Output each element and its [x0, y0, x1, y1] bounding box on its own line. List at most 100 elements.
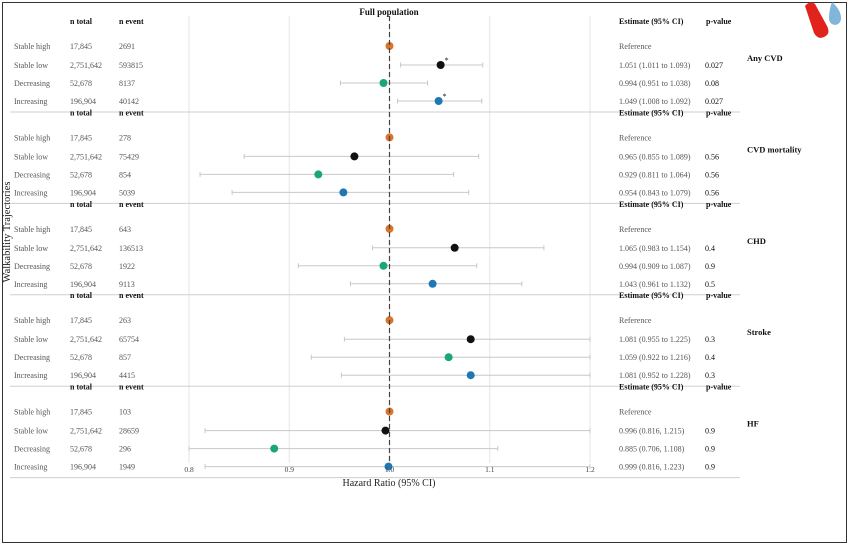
outcome-label: HF [747, 419, 759, 429]
header-n-event: n event [119, 383, 144, 392]
row-group-label: Increasing [14, 371, 47, 380]
outcome-label: CVD mortality [747, 144, 802, 154]
row-group-label: Decreasing [14, 445, 50, 454]
y-axis-label: Walkability Trajectories [2, 182, 13, 283]
row-n-event: 643 [119, 225, 131, 234]
row-n-event: 4415 [119, 371, 135, 380]
row-p-value: 0.56 [705, 188, 719, 197]
row-n-event: 8137 [119, 79, 135, 88]
row-n-event: 1949 [119, 463, 135, 472]
header-p-value: p-value [706, 17, 732, 26]
x-tick-label: 0.9 [285, 465, 295, 474]
header-n-total: n total [70, 291, 93, 300]
row-estimate: 1.081 (0.955 to 1.225) [619, 335, 691, 344]
row-group-label: Stable high [14, 316, 50, 325]
row-group-label: Stable low [14, 335, 48, 344]
x-tick-label: 1.0 [385, 465, 395, 474]
row-p-value: 0.027 [705, 97, 723, 106]
row-estimate: Reference [619, 408, 652, 417]
header-p-value: p-value [706, 383, 732, 392]
row-estimate: Reference [619, 42, 652, 51]
point-estimate [434, 97, 443, 105]
significance-star: * [445, 56, 449, 65]
header-estimate: Estimate (95% CI) [619, 108, 684, 117]
header-p-value: p-value [706, 200, 732, 209]
row-n-event: 593815 [119, 61, 143, 70]
row-estimate: Reference [619, 225, 652, 234]
row-p-value: 0.3 [705, 371, 715, 380]
row-group-label: Decreasing [14, 79, 50, 88]
row-estimate: 1.059 (0.922 to 1.216) [619, 353, 691, 362]
header-estimate: Estimate (95% CI) [619, 17, 684, 26]
row-group-label: Stable high [14, 408, 50, 417]
row-group-label: Decreasing [14, 353, 50, 362]
row-estimate: 0.999 (0.816, 1.223) [619, 463, 685, 472]
row-n-total: 2,751,642 [70, 335, 102, 344]
row-estimate: 0.929 (0.811 to 1.064) [619, 170, 691, 179]
outcome-label: CHD [747, 236, 766, 246]
point-estimate [314, 170, 323, 179]
row-group-label: Stable low [14, 244, 48, 253]
row-n-event: 296 [119, 445, 131, 454]
row-n-total: 17,845 [70, 225, 92, 234]
row-n-total: 2,751,642 [70, 61, 102, 70]
row-p-value: 0.5 [705, 280, 715, 289]
row-n-total: 2,751,642 [70, 152, 102, 161]
row-n-total: 52,678 [70, 79, 92, 88]
header-n-total: n total [70, 383, 93, 392]
row-n-total: 52,678 [70, 445, 92, 454]
point-estimate [450, 243, 459, 252]
row-group-label: Stable high [14, 42, 50, 51]
outcome-label: Any CVD [747, 53, 783, 63]
point-estimate [350, 152, 359, 161]
row-group-label: Increasing [14, 280, 47, 289]
header-n-event: n event [119, 108, 144, 117]
row-group-label: Stable low [14, 61, 48, 70]
significance-star: * [443, 92, 447, 101]
row-n-total: 52,678 [70, 353, 92, 362]
row-n-event: 136513 [119, 244, 143, 253]
header-n-event: n event [119, 291, 144, 300]
journal-logo-icon [805, 2, 841, 38]
row-n-total: 196,904 [70, 280, 96, 289]
point-estimate [379, 261, 388, 270]
chart-title: Full population [359, 7, 418, 17]
row-group-label: Stable high [14, 133, 50, 142]
header-estimate: Estimate (95% CI) [619, 291, 684, 300]
row-n-event: 65754 [119, 335, 139, 344]
row-group-label: Stable high [14, 225, 50, 234]
row-p-value: 0.08 [705, 79, 719, 88]
row-n-event: 1922 [119, 262, 135, 271]
point-estimate [436, 61, 445, 69]
row-p-value: 0.9 [705, 262, 715, 271]
row-p-value: 0.9 [705, 445, 715, 454]
row-n-event: 103 [119, 408, 131, 417]
point-estimate [385, 42, 394, 50]
row-group-label: Decreasing [14, 262, 50, 271]
header-n-total: n total [70, 17, 93, 26]
row-n-event: 75429 [119, 152, 139, 161]
header-estimate: Estimate (95% CI) [619, 200, 684, 209]
row-estimate: 0.994 (0.951 to 1.038) [619, 79, 691, 88]
row-n-total: 17,845 [70, 316, 92, 325]
outcome-label: Stroke [747, 327, 771, 337]
header-n-event: n event [119, 17, 144, 26]
point-estimate [444, 353, 453, 362]
row-estimate: 0.885 (0.706, 1.108) [619, 445, 685, 454]
row-n-event: 5039 [119, 188, 135, 197]
row-n-total: 196,904 [70, 463, 96, 472]
point-estimate [270, 444, 279, 453]
row-estimate: Reference [619, 316, 652, 325]
row-estimate: 0.994 (0.909 to 1.087) [619, 262, 691, 271]
row-n-total: 196,904 [70, 188, 96, 197]
x-axis-label: Hazard Ratio (95% CI) [342, 478, 435, 489]
header-n-event: n event [119, 200, 144, 209]
point-estimate [339, 188, 348, 197]
row-group-label: Decreasing [14, 170, 50, 179]
header-p-value: p-value [706, 108, 732, 117]
row-estimate: 1.081 (0.952 to 1.228) [619, 371, 691, 380]
row-n-event: 2691 [119, 42, 135, 51]
row-estimate: 1.049 (1.008 to 1.092) [619, 97, 691, 106]
